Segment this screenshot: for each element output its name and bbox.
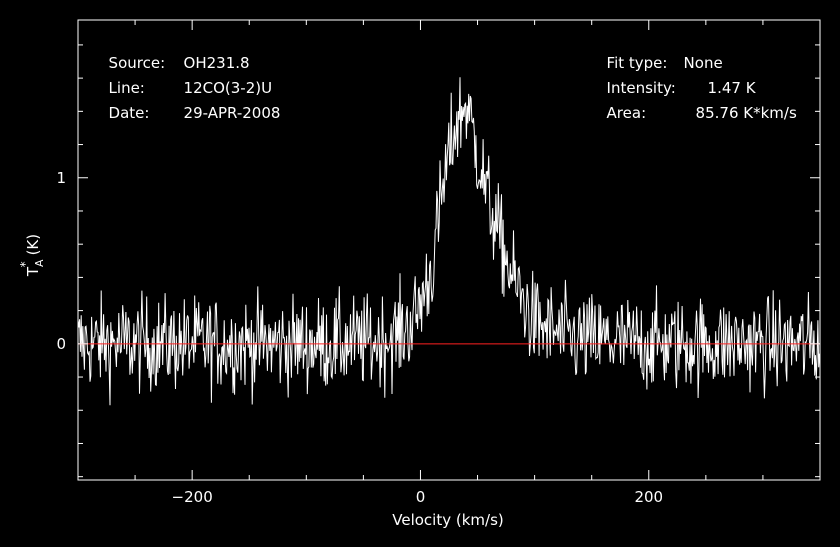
intensity-row: Intensity: 1.47 K	[597, 61, 756, 97]
x-tick-label: 0	[416, 488, 426, 506]
area-label: Area:	[606, 104, 647, 122]
y-tick-label: 1	[56, 169, 66, 187]
x-tick-label: −200	[172, 488, 213, 506]
line-row: Line: 12CO(3-2)U	[99, 61, 273, 97]
date-row: Date: 29-APR-2008	[99, 86, 281, 122]
line-value: 12CO(3-2)U	[183, 79, 273, 97]
intensity-label: Intensity:	[606, 79, 676, 97]
intensity-value: 1.47 K	[707, 79, 756, 97]
source-value: OH231.8	[183, 54, 250, 72]
source-row: Source: OH231.8	[99, 36, 250, 72]
fit-type-value: None	[683, 54, 723, 72]
date-label: Date:	[108, 104, 150, 122]
line-label: Line:	[108, 79, 145, 97]
area-row: Area: 85.76 K*km/s	[597, 86, 797, 122]
plot-frame	[77, 19, 821, 481]
fit-type-label: Fit type:	[606, 54, 668, 72]
x-tick-label: 200	[634, 488, 663, 506]
source-label: Source:	[108, 54, 166, 72]
spectrum-trace-group	[77, 77, 820, 406]
plot-frame-group	[77, 19, 821, 481]
ticks-group: −200 0 200 0 1	[56, 20, 821, 506]
fit-type-row: Fit type: None	[597, 36, 723, 72]
date-value: 29-APR-2008	[183, 104, 281, 122]
x-axis-label: Velocity (km/s)	[392, 511, 503, 529]
y-tick-label: 0	[56, 335, 66, 353]
spectrum-trace	[77, 77, 820, 406]
area-value: 85.76 K*km/s	[695, 104, 797, 122]
